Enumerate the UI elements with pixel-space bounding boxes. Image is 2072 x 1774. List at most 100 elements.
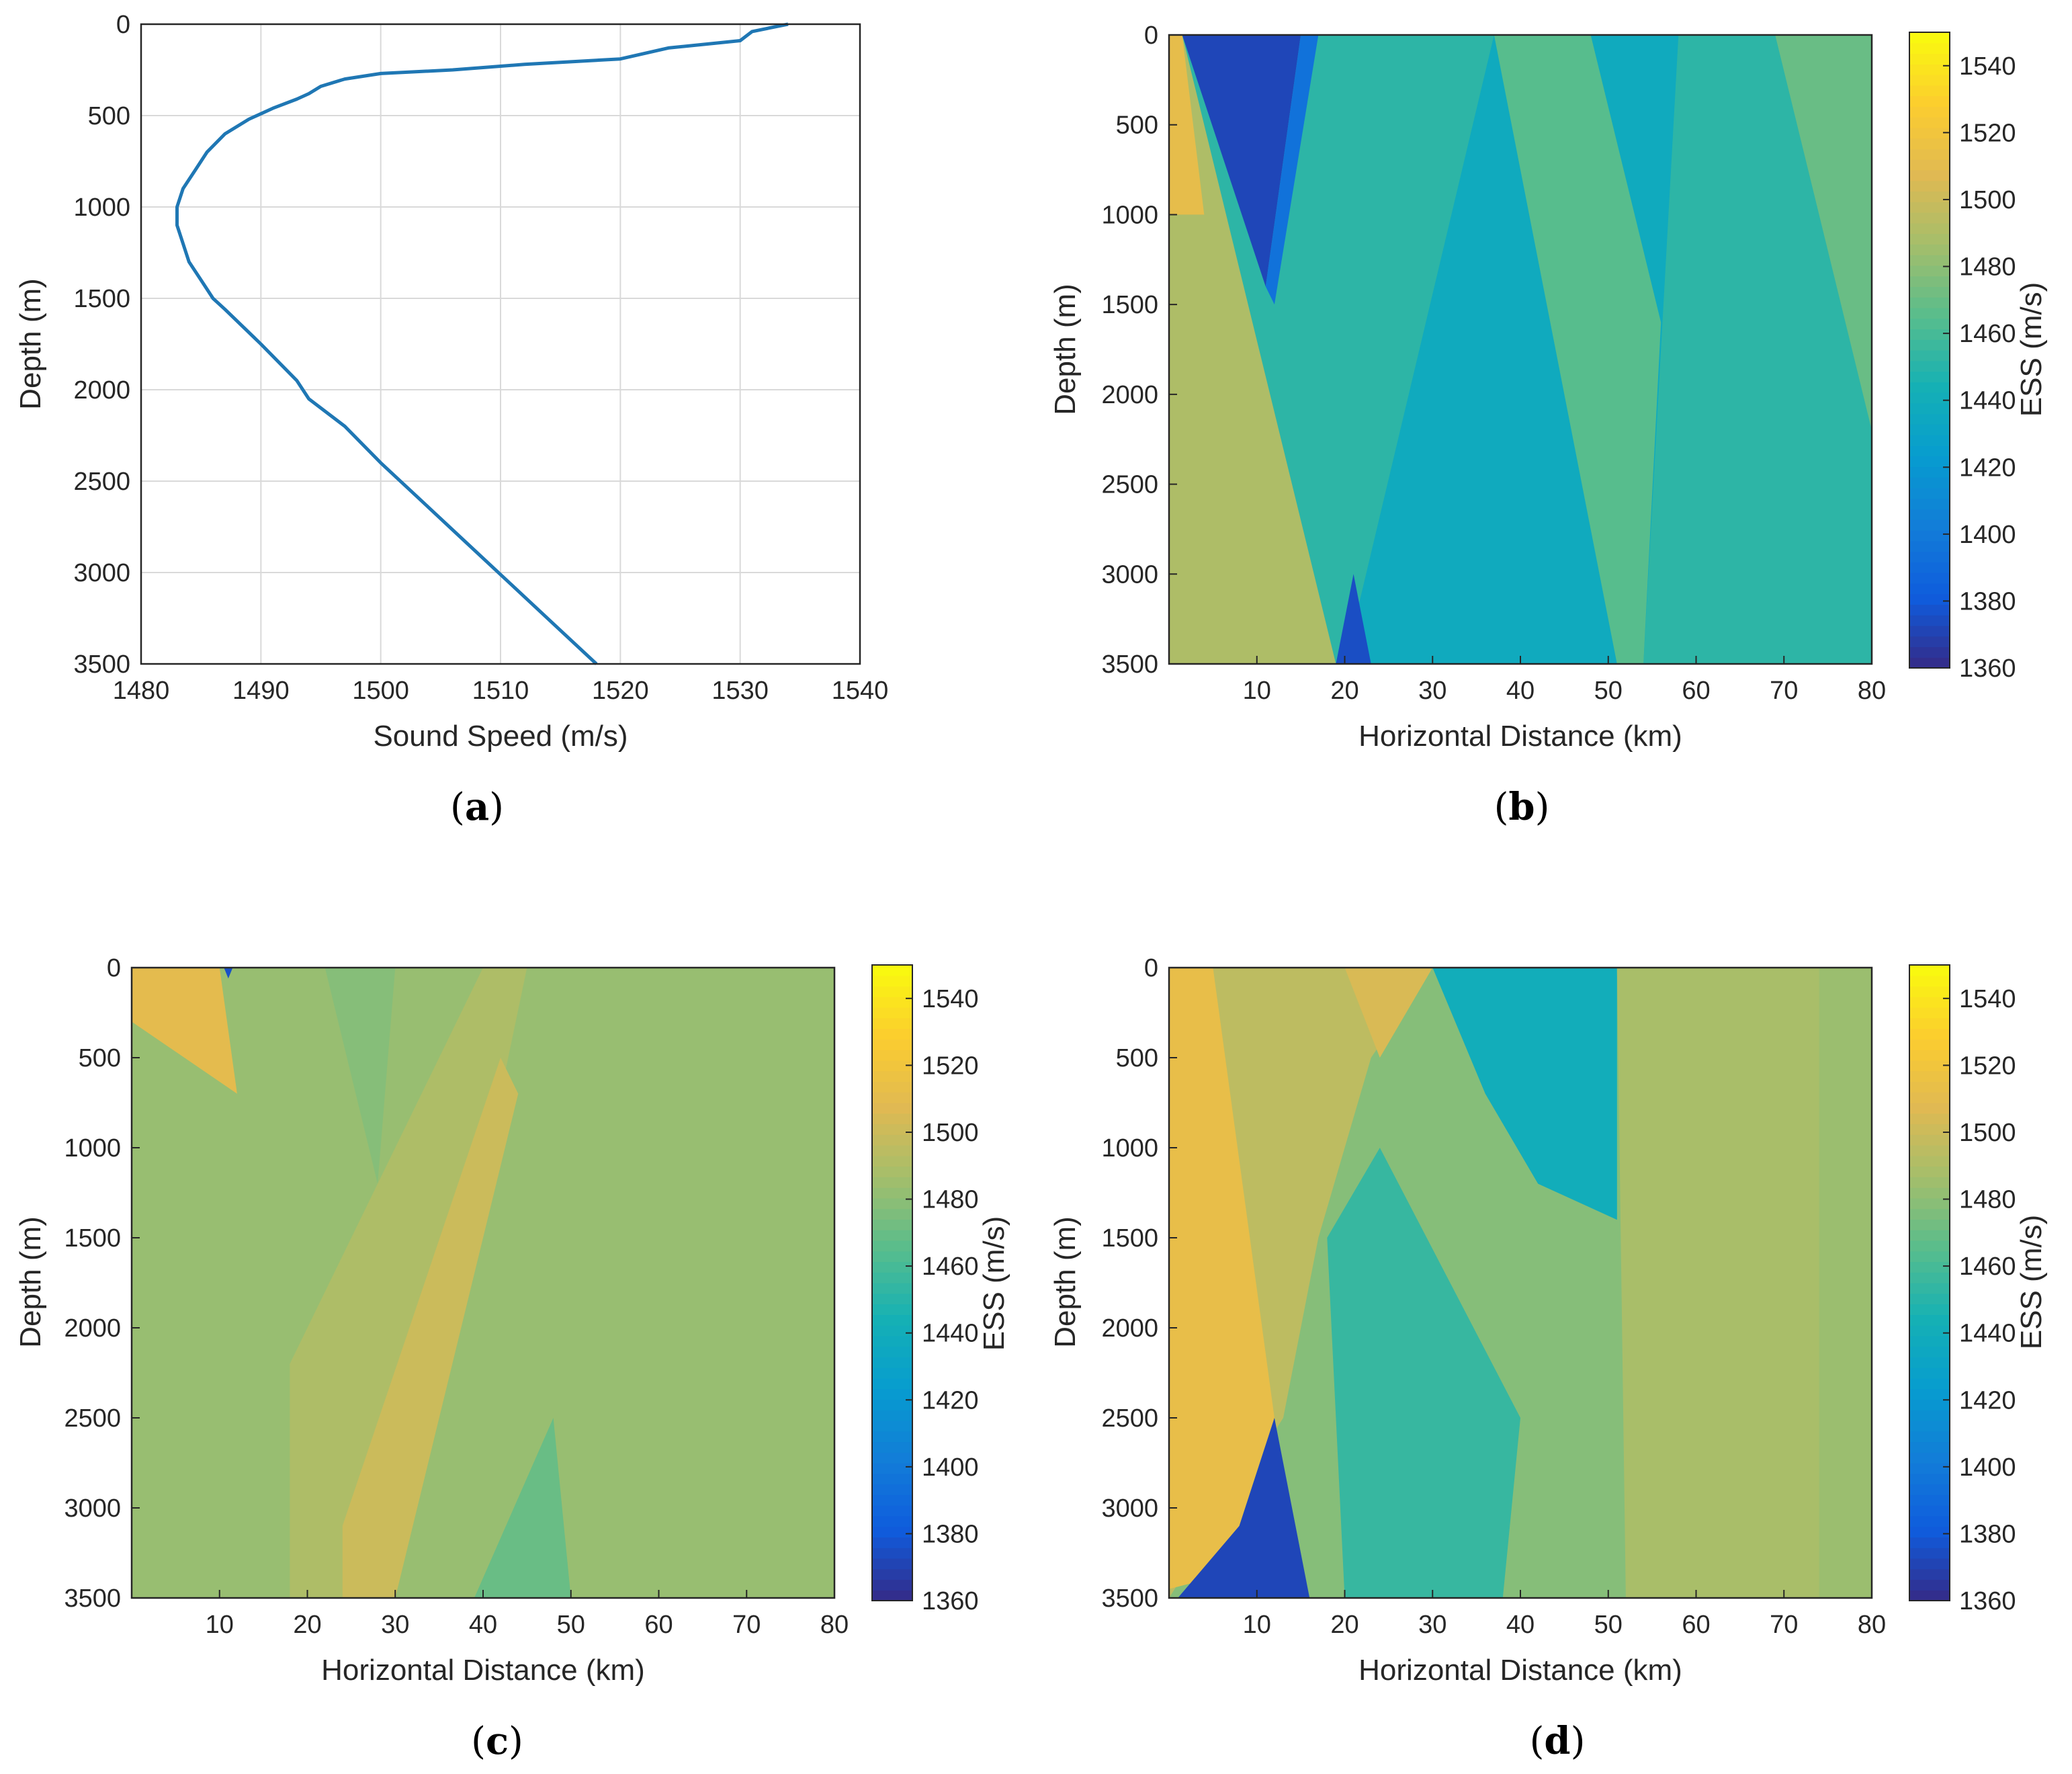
- colorbar-segment: [872, 1420, 912, 1432]
- colorbar-segment: [1909, 1155, 1950, 1167]
- colorbar-segment: [1909, 180, 1950, 192]
- colorbar-tick-label: 1420: [1959, 1386, 2016, 1414]
- colorbar-segment: [1909, 1102, 1950, 1114]
- y-tick-label: 2000: [1101, 1314, 1158, 1343]
- colorbar-segment: [1909, 1473, 1950, 1485]
- colorbar-segment: [872, 1463, 912, 1474]
- ess-region-2: [290, 968, 527, 1598]
- panel-b-heatmap: 10 20 30 40 50 60 70 80 0 500 1000 1500 2000 2500 300…: [1049, 22, 2048, 829]
- axes-box-a: [140, 23, 861, 665]
- colorbar-segment: [1909, 286, 1950, 298]
- x-tick-label: 20: [293, 1611, 321, 1639]
- colorbar-segment: [1909, 382, 1950, 393]
- colorbar-segment: [1909, 1494, 1950, 1506]
- colorbar-segment: [1909, 562, 1950, 573]
- colorbar-segment: [1909, 1484, 1950, 1495]
- colorbar-segment: [872, 1197, 912, 1210]
- colorbar-segment: [872, 1484, 912, 1495]
- y-axis-label-a: Depth (m): [14, 278, 47, 410]
- y-tick-label: 500: [88, 102, 130, 130]
- colorbar-segment: [1909, 1261, 1950, 1273]
- colorbar-segment: [1909, 593, 1950, 605]
- colorbar-segment: [1909, 1357, 1950, 1368]
- colorbar-tick-label: 1400: [1959, 1453, 2016, 1482]
- y-tick-label: 3500: [64, 1585, 121, 1613]
- colorbar-segment: [1909, 222, 1950, 235]
- colorbar-label-c: ESS (m/s): [978, 1216, 1010, 1351]
- colorbar-segment: [1909, 1219, 1950, 1230]
- colorbar-tick-label: 1480: [922, 1186, 979, 1214]
- ess-region-6: [1327, 1148, 1520, 1598]
- colorbar-segment: [1909, 1124, 1950, 1135]
- colorbar-segment: [1909, 1208, 1950, 1220]
- colorbar-segment: [1909, 244, 1950, 255]
- colorbar-segment: [872, 1526, 912, 1537]
- y-tick-label: 0: [1144, 22, 1158, 50]
- colorbar-label-d: ESS (m/s): [2015, 1215, 2048, 1349]
- colorbar-tick-label: 1440: [1959, 1320, 2016, 1348]
- colorbar-segment: [1909, 1388, 1950, 1400]
- colorbar-segment: [1909, 487, 1950, 499]
- colorbar-segment: [1909, 573, 1950, 584]
- colorbar-frame: [871, 964, 913, 1601]
- heatmap-regions-d: [1169, 968, 1872, 1598]
- colorbar-tick-label: 1460: [922, 1253, 979, 1281]
- y-tick-label: 3500: [1101, 1585, 1158, 1613]
- colorbar-segment: [1909, 1283, 1950, 1294]
- x-axis-label-d: Horizontal Distance (km): [1358, 1654, 1682, 1687]
- colorbar-segment: [1909, 1452, 1950, 1464]
- y-axis-label-d: Depth (m): [1049, 1216, 1082, 1348]
- colorbar-segment: [872, 1357, 912, 1368]
- y-tick-label: 1000: [1101, 1134, 1158, 1163]
- y-tick-label: 1000: [64, 1134, 121, 1163]
- colorbar-segment: [1909, 64, 1950, 75]
- colorbar-segment: [872, 1060, 912, 1072]
- y-tick-label: 3500: [1101, 650, 1158, 679]
- colorbar-segment: [1909, 435, 1950, 446]
- colorbar-segment: [1909, 625, 1950, 637]
- x-tick-label: 80: [820, 1611, 849, 1639]
- caption-a: (a): [450, 785, 504, 829]
- y-tick-label: 1000: [1101, 201, 1158, 229]
- colorbar-segment: [1909, 233, 1950, 245]
- colorbar-segment: [1909, 551, 1950, 562]
- colorbar-segment: [872, 1388, 912, 1400]
- colorbar-segment: [872, 1230, 912, 1241]
- colorbar-segment: [872, 1314, 912, 1326]
- panel-d-heatmap: 10 20 30 40 50 60 70 80 0 500 1000 1500 2000 2500 300…: [1049, 954, 2048, 1763]
- colorbar-segment: [1909, 329, 1950, 340]
- colorbar-tick-label: 1460: [1959, 1253, 2016, 1281]
- colorbar-segment: [1909, 1441, 1950, 1453]
- colorbar-c: [871, 964, 913, 1601]
- colorbar-segment: [872, 1431, 912, 1443]
- colorbar-tick-label: 1480: [1959, 1186, 2016, 1214]
- y-tick-label: 0: [1144, 954, 1158, 982]
- colorbar-segment: [872, 1208, 912, 1220]
- y-tick-label: 3500: [73, 650, 130, 679]
- y-tick-label: 500: [1116, 1044, 1158, 1072]
- y-tick-label: 2000: [64, 1314, 121, 1343]
- colorbar-segment: [1909, 1240, 1950, 1252]
- y-axis-label-c: Depth (m): [14, 1216, 47, 1348]
- ess-region-2: [1494, 35, 1661, 664]
- colorbar-segment: [1909, 1134, 1950, 1146]
- y-tick-label: 1500: [64, 1224, 121, 1253]
- colorbar-segment: [1909, 159, 1950, 171]
- y-tick-label: 2500: [64, 1404, 121, 1433]
- colorbar-segment: [872, 1473, 912, 1485]
- colorbar-frame: [1909, 964, 1950, 1601]
- colorbar-segment: [1909, 1526, 1950, 1537]
- colorbar-segment: [872, 965, 912, 976]
- x-tick-label: 60: [1682, 1611, 1710, 1639]
- y-tick-label: 3000: [64, 1494, 121, 1523]
- colorbar-segment: [1909, 1346, 1950, 1357]
- y-tick-label: 3000: [1101, 560, 1158, 589]
- colorbar-segment: [872, 986, 912, 997]
- colorbar-segment: [872, 1283, 912, 1294]
- colorbar-segment: [1909, 1028, 1950, 1040]
- colorbar-segment: [1909, 1177, 1950, 1188]
- sound-speed-line: [175, 22, 789, 665]
- ess-region-8: [1336, 574, 1371, 664]
- colorbar-tick-label: 1460: [1959, 320, 2016, 348]
